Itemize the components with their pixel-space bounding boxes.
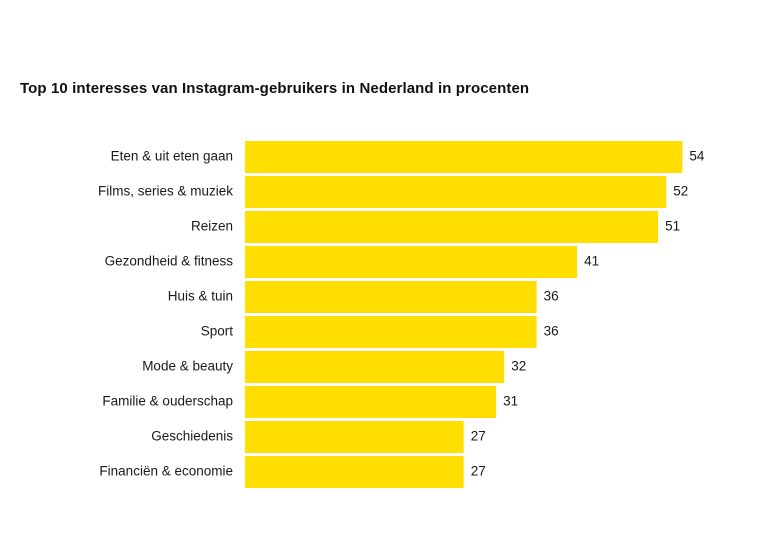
bar [245, 246, 578, 278]
bar [245, 421, 464, 453]
category-label: Sport [201, 324, 234, 339]
value-label: 27 [471, 464, 486, 479]
value-label: 36 [544, 289, 559, 304]
category-labels-layer: Eten & uit eten gaan Films, series & muzi… [98, 149, 233, 479]
bars-layer [245, 141, 683, 488]
value-label: 54 [689, 149, 705, 164]
category-label: Huis & tuin [168, 289, 233, 304]
bar [245, 316, 537, 348]
value-label: 41 [584, 254, 599, 269]
bar [245, 281, 537, 313]
value-label: 52 [673, 184, 688, 199]
bar [245, 211, 659, 243]
value-label: 27 [471, 429, 486, 444]
chart-title: Top 10 interesses van Instagram-gebruike… [20, 80, 530, 97]
category-label: Familie & ouderschap [102, 394, 233, 409]
bar [245, 351, 505, 383]
category-label: Eten & uit eten gaan [111, 149, 233, 164]
bar [245, 141, 683, 173]
value-label: 36 [544, 324, 559, 339]
value-labels-layer: 54 52 51 41 36 36 32 31 27 27 [471, 149, 705, 479]
category-label: Mode & beauty [142, 359, 233, 374]
bar [245, 176, 667, 208]
value-label: 32 [511, 359, 526, 374]
category-label: Reizen [191, 219, 233, 234]
value-label: 51 [665, 219, 680, 234]
category-label: Geschiedenis [151, 429, 233, 444]
value-label: 31 [503, 394, 518, 409]
category-label: Gezondheid & fitness [105, 254, 234, 269]
category-label: Films, series & muziek [98, 184, 233, 199]
category-label: Financiën & economie [99, 464, 233, 479]
bar [245, 456, 464, 488]
bar [245, 386, 497, 418]
